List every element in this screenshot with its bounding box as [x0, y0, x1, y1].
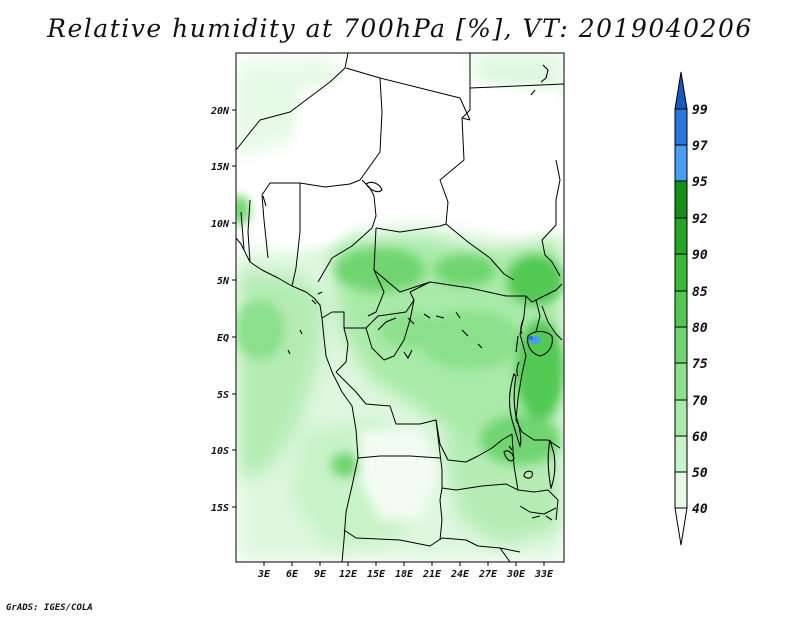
colorbar-segment	[674, 217, 688, 255]
rh-core-east	[507, 255, 563, 305]
colorbar-label: 90	[692, 248, 708, 263]
lon-tick-label: 9E	[314, 569, 327, 580]
lon-tick-label: 3E	[257, 569, 271, 580]
humidity-field	[236, 53, 564, 562]
lat-tick-label: 5S	[217, 390, 229, 401]
colorbar-segment	[674, 71, 688, 110]
rh-dry-nigeria	[265, 190, 360, 245]
rh-core-kasai	[380, 312, 440, 348]
colorbar-segment	[674, 253, 688, 292]
colorbar-label: 40	[692, 502, 708, 517]
lat-tick-label: 5N	[217, 276, 230, 287]
lon-tick-label: 33E	[534, 569, 554, 580]
colorbar-segment	[674, 290, 688, 328]
map-frame	[235, 52, 565, 563]
colorbar-segment	[674, 507, 688, 546]
colorbar-segment	[674, 471, 688, 509]
rh-band-north	[236, 58, 340, 160]
colorbar-label: 97	[692, 139, 708, 154]
longitude-labels: 3E 6E 9E 12E 15E 18E 21E 24E 27E 30E 33E	[257, 569, 554, 580]
rh-dry-sahara	[290, 70, 470, 210]
colorbar-label: 75	[692, 357, 708, 372]
rh-core-car	[435, 254, 495, 286]
grads-credit: GrADS: IGES/COLA	[6, 603, 93, 613]
rh-dry-angola	[360, 430, 440, 520]
lat-tick-label: 15N	[211, 162, 230, 173]
lon-tick-label: 18E	[395, 569, 414, 580]
colorbar-segment	[674, 435, 688, 473]
lat-tick-label: 10S	[211, 446, 229, 457]
lon-tick-label: 12E	[339, 569, 358, 580]
colorbar-segment	[674, 399, 688, 437]
country-borders	[236, 53, 564, 562]
colorbar-label: 99	[692, 103, 708, 118]
rh-core-tanzania	[480, 415, 560, 465]
colorbar	[674, 71, 688, 546]
latitude-labels: 20N 15N 10N 5N EQ 5S 10S 15S	[210, 106, 230, 514]
lat-tick-label: EQ	[217, 333, 229, 344]
lon-tick-label: 21E	[422, 569, 442, 580]
rh-core-west	[236, 195, 250, 225]
lakes	[262, 64, 556, 521]
colorbar-label: 70	[692, 394, 708, 409]
colorbar-label: 95	[692, 175, 708, 190]
colorbar-label: 92	[692, 212, 708, 227]
lat-tick-label: 20N	[210, 106, 230, 117]
rh-core-congo	[420, 310, 520, 370]
rh-core-angola	[331, 453, 359, 477]
lon-tick-label: 24E	[450, 569, 470, 580]
colorbar-segment	[674, 362, 688, 401]
rh-core-cameroon	[335, 248, 425, 292]
chart-title: Relative humidity at 700hPa [%], VT: 201…	[47, 14, 753, 43]
colorbar-segment	[674, 180, 688, 219]
colorbar-label: 60	[692, 430, 708, 445]
colorbar-label: 50	[692, 466, 708, 481]
lat-tick-label: 10N	[211, 219, 230, 230]
colorbar-label: 85	[692, 285, 708, 300]
lon-tick-label: 30E	[506, 569, 526, 580]
colorbar-labels: 40 50 60 70 75 80 85 90 92 95 97 99	[692, 103, 708, 517]
axis-ticks	[232, 109, 545, 566]
rh-core-gabon	[236, 300, 285, 360]
lon-tick-label: 27E	[478, 569, 498, 580]
colorbar-segment	[674, 108, 688, 146]
lon-tick-label: 15E	[367, 569, 386, 580]
colorbar-segment	[674, 144, 688, 182]
lon-tick-label: 6E	[286, 569, 299, 580]
lat-tick-label: 15S	[211, 503, 229, 514]
colorbar-label: 80	[692, 321, 708, 336]
rh-dry-sudan	[440, 80, 560, 235]
colorbar-segment	[674, 326, 688, 364]
